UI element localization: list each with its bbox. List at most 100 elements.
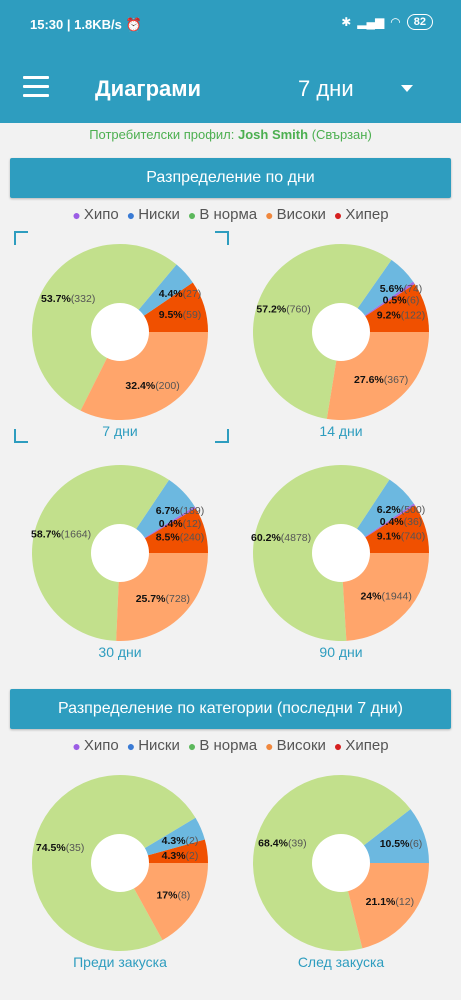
slice-percent: 68.4% [258,838,288,850]
slice-label: 57.2%(760) [256,304,310,316]
slice-count: (189) [180,505,205,517]
legend-item: ● Хипо [72,737,118,754]
slice-percent: 0.4% [159,518,184,530]
battery-icon: 82 [406,14,433,30]
donut-hole [91,524,149,582]
legend-category: ● Хипо ● Ниски ● В норма ● Високи ● Хипер [0,737,461,754]
slice-label: 17%(8) [156,890,190,902]
legend-label: Хипо [83,206,119,223]
slice-percent: 27.6% [354,374,384,386]
donut-hole [91,303,149,361]
slice-count: (740) [401,530,426,542]
slice-count: (240) [180,532,205,544]
slice-label: 6.2%(500) [377,504,425,516]
slice-label: 10.5%(6) [380,838,423,850]
pie-chart-7-days[interactable]: 9.5%(59) 4.4%(27) 53.7%(332) 32.4%(200) [10,232,230,432]
slice-percent: 9.2% [377,309,402,321]
pie-slice-high[interactable] [341,553,429,641]
chart-label: 90 дни [319,644,363,660]
bluetooth-icon: ✱ [341,15,352,29]
legend-item: ● Високи [265,206,326,223]
slice-label: 9.1%(740) [377,530,425,542]
profile-name: Josh Smith [237,127,309,142]
legend-dot-icon: ● [265,737,274,754]
chart-label: 14 дни [319,423,363,439]
legend-label: Хипер [345,206,389,223]
slice-percent: 58.7% [31,529,61,541]
status-time: 15:30 | 1.8KB/s ⏰ [30,17,142,33]
slice-count: (4878) [281,532,311,544]
legend-item: ● Хипо [72,206,118,223]
signal-icon: ▂▄▆ [357,15,385,29]
chevron-down-icon[interactable] [401,85,413,92]
legend-item: ● В норма [188,737,257,754]
slice-label: 4.3%(2) [162,835,199,847]
pie-chart-before-breakfast[interactable]: 4.3%(2)4.3%(2)74.5%(35)17%(8) [10,763,230,963]
period-selector[interactable]: 7 дни [298,76,354,101]
legend-dot-icon: ● [187,206,197,223]
slice-percent: 0.4% [380,516,405,528]
slice-percent: 24% [360,590,382,602]
slice-count: (2) [186,850,199,862]
slice-label: 27.6%(367) [354,374,408,386]
slice-count: (6) [409,838,422,850]
slice-label: 9.2%(122) [377,309,425,321]
slice-count: (27) [183,288,202,300]
pie-slice-high[interactable] [341,863,429,949]
slice-percent: 6.7% [156,505,181,517]
slice-label: 58.7%(1664) [31,529,91,541]
page-title: Диаграми [95,76,202,101]
selection-corner [14,429,28,443]
legend-dot-icon: ● [333,206,343,223]
slice-label: 74.5%(35) [36,842,84,854]
slice-percent: 5.6% [380,283,405,295]
app-bar: 15:30 | 1.8KB/s ⏰ ✱ ▂▄▆ ◠ 82 Диаграми 7 … [0,0,461,123]
section-category-button[interactable]: Разпределение по категории (последни 7 д… [10,689,451,729]
legend-days: ● Хипо ● Ниски ● В норма ● Високи ● Хипер [0,206,461,223]
slice-label: 8.5%(240) [156,532,204,544]
legend-item: ● В норма [188,206,257,223]
slice-count: (74) [404,283,423,295]
slice-count: (728) [165,593,190,605]
slice-label: 21.1%(12) [366,896,414,908]
selection-corner [215,429,229,443]
slice-label: 68.4%(39) [258,838,306,850]
slice-label: 4.3%(2) [162,850,199,862]
slice-label: 32.4%(200) [125,380,179,392]
slice-count: (332) [71,293,96,305]
slice-percent: 4.3% [162,835,187,847]
pie-chart-after-breakfast[interactable]: 10.5%(6) 68.4%(39) 21.1%(12) [231,763,451,963]
slice-percent: 9.5% [159,309,184,321]
slice-label: 4.4%(27) [159,288,202,300]
pie-chart-90-days[interactable]: 9.1%(740) 0.4%(36)6.2%(500) 60.2%(4878) 24%… [231,453,451,653]
section-days-button[interactable]: Разпределение по дни [10,158,451,198]
selection-corner [14,231,28,245]
donut-hole [312,303,370,361]
chart-label: Преди закуска [73,954,167,970]
legend-label: Ниски [138,737,180,754]
clock: 15:30 [30,17,64,32]
menu-icon[interactable] [23,76,49,98]
slice-percent: 25.7% [136,593,166,605]
chart-label: След закуска [297,954,385,970]
network-speed: | 1.8KB/s [66,17,122,32]
profile-status: (Свързан) [311,127,372,142]
pie-slice-high[interactable] [116,553,208,641]
wifi-icon: ◠ [390,15,401,29]
slice-percent: 10.5% [380,838,410,850]
slice-percent: 9.1% [377,530,402,542]
pie-chart-14-days[interactable]: 9.2%(122)0.5%(6)5.6%(74)57.2%(760)27.6%(… [231,232,451,432]
slice-label: 60.2%(4878) [251,532,311,544]
status-icons: ✱ ▂▄▆ ◠ 82 [341,14,433,30]
slice-count: (760) [286,304,311,316]
slice-count: (12) [183,518,202,530]
legend-dot-icon: ● [126,206,136,223]
chart-label: 7 дни [102,423,138,439]
slice-count: (1664) [61,529,91,541]
pie-chart-30-days[interactable]: 8.5%(240) 0.4%(12)6.7%(189) 58.7%(1664) 25.… [10,453,230,653]
slice-percent: 4.4% [159,288,184,300]
pie-slice-high[interactable] [120,863,208,941]
slice-count: (59) [183,309,202,321]
legend-dot-icon: ● [72,737,81,754]
slice-label: 25.7%(728) [136,593,190,605]
